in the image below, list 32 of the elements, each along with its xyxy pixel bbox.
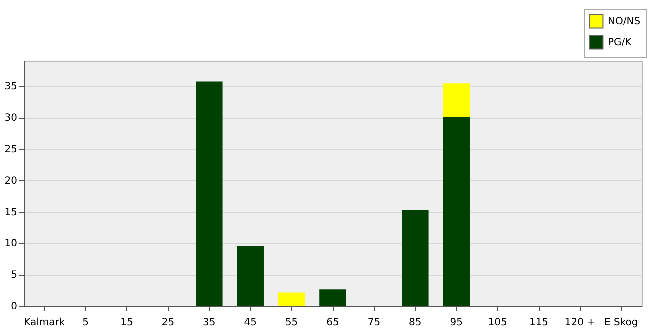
x-tick-label: E Skog: [604, 318, 638, 328]
x-tick-label: 15: [120, 318, 134, 328]
x-tick-label: 95: [450, 318, 463, 328]
x-tick-label: 115: [529, 318, 549, 328]
y-tick-label: 30: [4, 113, 18, 124]
x-tick-label: 35: [203, 318, 216, 328]
y-tick-label: 20: [4, 176, 18, 187]
x-tick-label: 120 +: [564, 318, 596, 328]
x-tick-label: 25: [162, 318, 175, 328]
x-tick-label: 55: [285, 318, 298, 328]
x-tick-label: 75: [368, 318, 381, 328]
x-tick-label: 5: [82, 318, 89, 328]
y-tick-label: 10: [4, 238, 18, 250]
y-tick-label: 25: [4, 144, 18, 156]
x-tick-label: 105: [488, 318, 508, 328]
legend-label: NO/NS: [608, 16, 641, 28]
x-tick-label: 85: [409, 318, 422, 328]
bar: [237, 246, 264, 306]
y-tick-label: 5: [11, 270, 18, 282]
bar: [443, 118, 470, 306]
x-tick-label: Kalmark: [24, 318, 66, 328]
legend-label: PG/K: [608, 38, 632, 48]
bar: [320, 290, 346, 306]
y-tick-label: 0: [11, 302, 18, 312]
bar: [443, 84, 470, 118]
bar: [278, 292, 306, 306]
bar: [196, 82, 223, 306]
bar: [402, 210, 429, 306]
x-tick-label: 45: [244, 318, 257, 328]
x-tick-label: 65: [326, 318, 340, 328]
y-tick-label: 35: [4, 82, 18, 93]
y-tick-label: 15: [4, 207, 18, 218]
